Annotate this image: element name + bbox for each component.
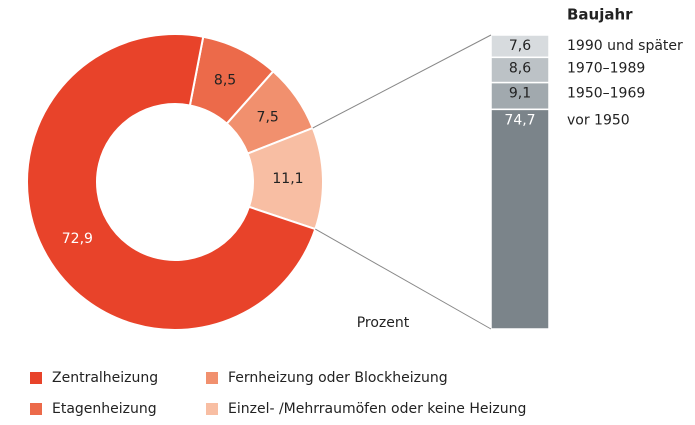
category-label: 1970–1989 <box>567 60 645 76</box>
connector <box>315 228 492 330</box>
bar-segment <box>490 81 550 111</box>
bar-title: Baujahr <box>567 6 633 24</box>
legend-swatch <box>206 403 218 415</box>
slice-label: 8,5 <box>214 73 236 89</box>
legend-swatch <box>30 403 42 415</box>
axis-label: Prozent <box>357 315 410 331</box>
bar-label: 8,6 <box>509 60 531 76</box>
slice-label: 72,9 <box>62 231 93 247</box>
legend-swatch <box>206 372 218 384</box>
connector <box>312 34 492 129</box>
legend-label: Fernheizung oder Blockheizung <box>228 370 448 386</box>
pie-slice <box>26 33 317 331</box>
slice-label: 7,5 <box>257 109 279 125</box>
legend-label: Einzel- /Mehrraumöfen oder keine Heizung <box>228 401 526 417</box>
bar-segment <box>490 108 550 330</box>
slice-label: 11,1 <box>272 171 303 187</box>
legend-label: Etagenheizung <box>52 401 157 417</box>
category-label: vor 1950 <box>567 112 630 128</box>
category-label: 1990 und später <box>567 38 683 54</box>
category-label: 1950–1969 <box>567 86 645 102</box>
legend-swatch <box>30 372 42 384</box>
bar-label: 74,7 <box>504 112 535 128</box>
bar-label: 9,1 <box>509 86 531 102</box>
legend-label: Zentralheizung <box>52 370 158 386</box>
bar-label: 7,6 <box>509 38 531 54</box>
